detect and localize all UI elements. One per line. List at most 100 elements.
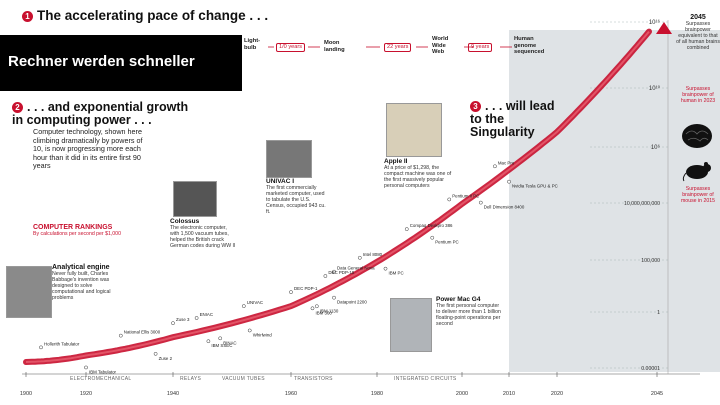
apple-title: Apple II [384,158,408,165]
x-tick-1920: 1920 [80,391,92,397]
point-label-14: Data General Nova [337,266,375,271]
year-2045: 2045 [690,14,706,21]
point-1 [84,365,88,370]
mouse-icon [682,162,711,182]
callout-2015: Surpasses brainpower of mouse in 2015 [676,186,720,204]
x-tick-1960: 1960 [285,391,297,397]
point-9 [247,328,252,333]
callout-2015-text: Surpasses brainpower of mouse in 2015 [680,186,716,204]
analytical-engine-photo [6,266,52,318]
milestone-genome: Human genome sequenced [514,36,545,55]
section2-body: Computer technology, shown here climbing… [33,127,143,171]
y-tick-0: 10¹⁶ [649,19,661,26]
point-22 [493,164,497,169]
rankings-box: COMPUTER RANKINGS By calculations per se… [33,224,143,237]
point-7 [218,336,223,341]
powermac-title: Power Mac G4 [436,296,481,303]
point-label-8: UNIVAC [247,300,263,305]
data-points [39,164,511,370]
point-8 [241,304,246,308]
point-label-11: IBM 1130 [320,308,339,313]
era-integrated-circuits: INTEGRATED CIRCUITS [394,376,457,382]
apple-annotation: Apple II At a price of $1,298, the compa… [384,158,456,189]
point-label-20: Pentium II PC [452,193,479,198]
point-label-6: ENIAC [200,312,213,317]
colossus-annotation: Colossus The electronic computer, with 1… [170,218,236,249]
point-15 [332,295,336,300]
x-tick-2020: 2020 [551,391,563,397]
point-16 [357,255,362,260]
point-4 [171,321,175,326]
milestone-lightbulb: Light- bulb [244,38,261,51]
point-2 [118,333,123,338]
powermac-text: The first personal computer to deliver m… [436,303,501,327]
y-tick-labels: 10¹⁶ 10¹⁰ 10⁶ 10,000,000,000 100,000 1 0.00001 [624,19,661,372]
point-21 [478,200,483,205]
x-tick-1900: 1900 [20,391,32,397]
point-0 [39,345,43,350]
milestone-arrows [268,46,512,48]
point-label-7: BINAC [223,340,236,345]
apple-text: At a price of $1,298, the compact machin… [384,165,452,189]
point-label-5: IBM SSEC [211,343,232,348]
brain-icon [682,124,712,148]
point-13 [310,306,315,311]
analytical-text: Never fully built, Charles Babbage's inv… [52,271,111,301]
x-tick-2045: 2045 [651,391,663,397]
point-6 [194,316,199,320]
slide-caption: Rechner werden schneller [8,53,195,70]
section1-title-row: 1 The accelerating pace of change . . . [22,8,268,23]
point-label-10: DEC PDP-1 [294,286,318,291]
point-label-18: Compaq Deskpro 386 [410,223,453,228]
rankings-title: COMPUTER RANKINGS [33,224,113,231]
point-label-16: Intel 8080 [363,252,383,257]
point-label-22: Mac Pro [498,160,515,165]
gap-www-genome: 9 years [468,43,493,52]
era-vacuum-tubes: VACUUM TUBES [222,376,265,382]
section3-number: 3 [470,101,481,113]
y-tick-1: 10¹⁰ [649,85,661,92]
future-projection-shade [509,30,720,372]
point-label-21: Dell Dimension 8400 [484,205,525,210]
x-tick-2010: 2010 [503,391,515,397]
x-tick-2000: 2000 [456,391,468,397]
rankings-subtitle: By calculations per second per $1,000 [33,231,121,237]
colossus-photo [173,181,217,217]
caption-box: Rechner werden schneller [0,35,242,91]
point-label-23: Nvidia Tesla GPU & PC [512,184,558,189]
point-3 [153,351,158,356]
analytical-title: Analytical engine [52,264,110,271]
apple-ii-photo [386,103,442,157]
gap-moon-www: 22 years [384,43,412,52]
section2-number: 2 [12,102,23,114]
callout-2023-text: Surpasses brainpower of human in 2023 [680,86,716,104]
section2-title: . . . and exponential growth in computin… [12,100,189,127]
point-label-13: IBM 360 [316,310,333,315]
era-transistors: TRANSISTORS [294,376,333,382]
point-label-1: IBM Tabulator [89,369,117,374]
point-18 [404,227,409,231]
point-11 [314,304,319,309]
milestone-moon: Moon landing [324,40,345,53]
point-label-17: IBM PC [389,271,404,276]
x-tick-labels: 1900 1920 1940 1960 1980 2000 2010 2020 2045 [20,372,663,397]
point-label-12: DEC PDP-10 [328,270,354,275]
x-tick-1940: 1940 [167,391,179,397]
y-tick-2: 10⁶ [651,144,661,151]
y-tick-4: 100,000 [641,258,660,264]
point-12 [323,274,328,278]
section2-title-row: 2. . . and exponential growth in computi… [12,101,202,127]
powermac-annotation: Power Mac G4 The first personal computer… [436,296,504,327]
point-17 [383,266,388,271]
callout-2045: 2045 Surpasses brainpower equivalent to … [676,14,720,51]
y-tick-5: 1 [657,310,660,316]
univac-photo [266,140,312,178]
section3-title: . . . will lead to the Singularity [470,99,555,139]
callout-2045-text: Surpasses brainpower equivalent to that … [676,21,720,51]
point-label-3: Zuse 2 [159,356,173,361]
point-label-9: Whirlwind [253,332,273,337]
era-relays: RELAYS [180,376,202,382]
colossus-title: Colossus [170,218,200,225]
univac-text: The first commercially marketed computer… [266,185,326,215]
